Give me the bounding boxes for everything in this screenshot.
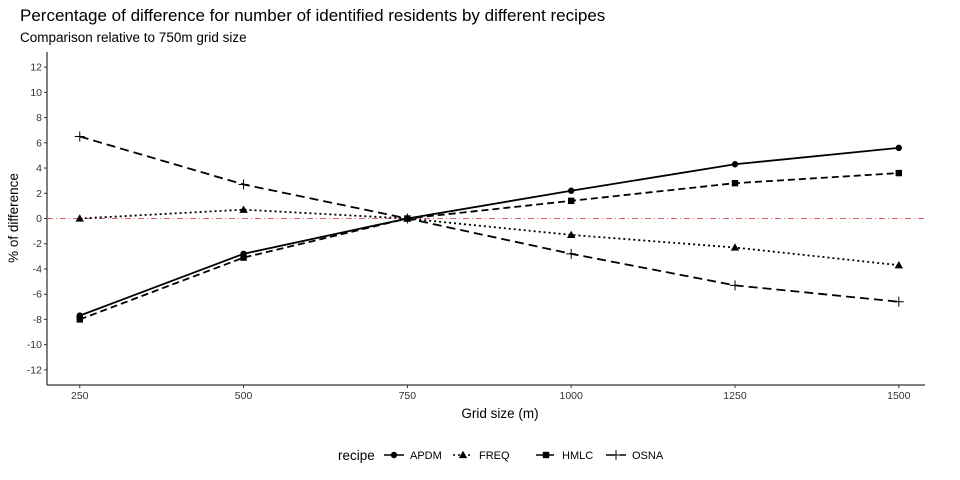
plot-area: -12 -10 -8 -6 -4 -2 0 2 4 6 8 10 12 250 500 750 1000 1250… (27, 52, 925, 402)
data-point-apdm (895, 144, 902, 152)
x-tick-label: 750 (399, 390, 417, 402)
y-tick-label: -10 (27, 339, 42, 351)
data-point-osna (402, 213, 413, 224)
data-point-hmlc (567, 197, 575, 205)
data-point-freq (894, 260, 903, 269)
x-axis-title: Grid size (m) (461, 406, 538, 421)
legend-key-marker (458, 450, 468, 459)
legend-label: FREQ (479, 450, 510, 462)
y-tick-label: 12 (30, 62, 42, 74)
data-point-hmlc (76, 316, 83, 323)
data-point-apdm (731, 161, 739, 168)
y-tick-label: 8 (36, 112, 42, 124)
y-tick-label: -6 (33, 289, 42, 301)
y-tick-label: -12 (27, 364, 42, 376)
legend-label: HMLC (562, 450, 593, 462)
data-point-freq (730, 243, 740, 251)
legend-key-marker (390, 451, 398, 459)
x-tick-label: 1000 (559, 390, 583, 402)
data-point-hmlc (895, 169, 902, 177)
data-point-hmlc (240, 254, 247, 261)
y-tick-label: 10 (30, 87, 42, 99)
data-point-osna (893, 296, 904, 307)
series-line-freq (79, 208, 899, 267)
legend-item-freq: FREQ (453, 450, 510, 462)
series-line-hmlc (79, 172, 899, 321)
data-point-freq (566, 230, 576, 239)
data-point-apdm (567, 187, 575, 194)
legend: recipe APDM FREQ HMLC OSNA (338, 448, 664, 463)
y-tick-label: 4 (36, 163, 42, 175)
legend-key-marker (542, 451, 550, 459)
chart-subtitle: Comparison relative to 750m grid size (20, 30, 247, 45)
legend-label: APDM (410, 450, 442, 462)
y-axis-title: % of difference (6, 173, 21, 263)
y-tick-label: -4 (33, 263, 42, 275)
x-tick-label: 1250 (723, 390, 747, 402)
data-point-osna (566, 248, 577, 259)
x-tick-label: 1500 (887, 390, 911, 402)
legend-title: recipe (338, 448, 375, 463)
legend-item-osna: OSNA (606, 450, 664, 462)
series-line-osna (79, 135, 899, 303)
legend-label: OSNA (632, 450, 664, 462)
data-point-freq (239, 205, 248, 213)
y-tick-label: -8 (33, 314, 42, 326)
y-tick-label: 2 (36, 188, 42, 200)
x-tick-label: 500 (235, 390, 253, 402)
y-tick-label: 6 (36, 137, 42, 149)
data-point-osna (238, 179, 249, 190)
data-point-osna (729, 280, 740, 291)
legend-key-marker (611, 450, 621, 460)
legend-item-hmlc: HMLC (536, 450, 593, 462)
series-line-apdm (79, 146, 899, 317)
data-point-osna (74, 131, 85, 142)
chart-title: Percentage of difference for number of i… (20, 6, 605, 25)
data-point-freq (75, 214, 84, 222)
y-tick-label: 0 (36, 213, 42, 225)
legend-item-apdm: APDM (384, 450, 442, 462)
y-tick-label: -2 (33, 238, 42, 250)
x-tick-label: 250 (71, 390, 89, 402)
data-point-hmlc (731, 179, 739, 187)
